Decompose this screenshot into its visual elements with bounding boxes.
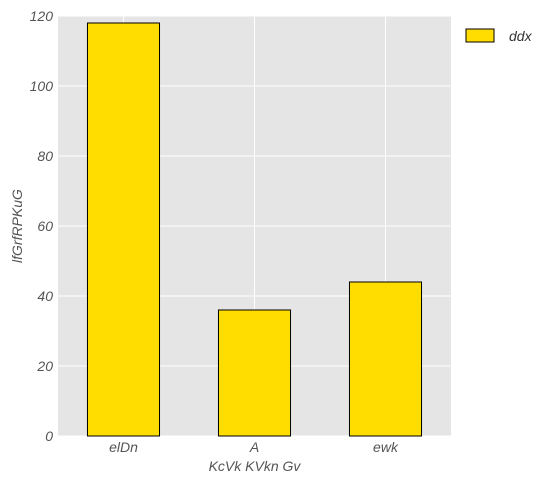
y-tick-label: 20: [36, 358, 53, 374]
legend: ddx: [465, 28, 533, 44]
y-tick-label: 80: [37, 148, 53, 164]
y-axis-label: lfGrfRPKuG: [9, 189, 25, 263]
y-tick-label: 120: [30, 8, 54, 24]
y-axis-ticks: 0 20 40 60 80 100 120: [30, 8, 54, 444]
bar-A: [217, 309, 292, 437]
x-tick-label: A: [249, 439, 259, 455]
bar-ewk: [348, 281, 423, 437]
x-tick-label: ewk: [373, 439, 399, 455]
y-tick-label: 0: [45, 428, 53, 444]
x-tick-label: elDn: [109, 439, 138, 455]
legend-swatch: [465, 28, 495, 43]
y-tick-label: 60: [37, 218, 53, 234]
bars: [86, 22, 423, 437]
legend-label: ddx: [509, 28, 533, 44]
bar-elDn: [86, 22, 161, 437]
y-tick-label: 40: [37, 288, 53, 304]
x-axis-label: KcVk KVkn Gv: [209, 458, 302, 474]
y-tick-label: 100: [30, 78, 54, 94]
